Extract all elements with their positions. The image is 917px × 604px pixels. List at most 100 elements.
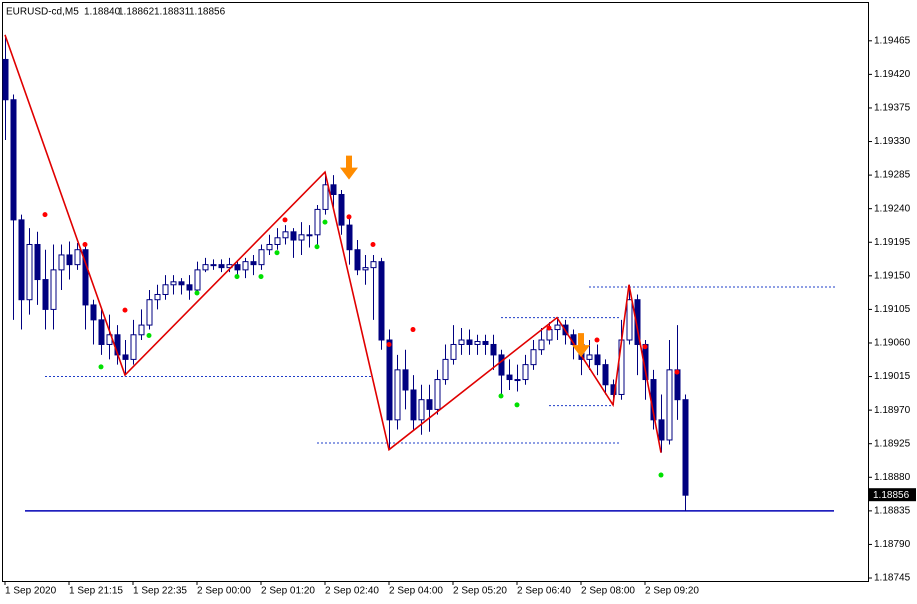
y-tick-label: 1.19240 [874, 203, 911, 214]
candle-body [98, 319, 105, 345]
candle-body [58, 254, 65, 271]
candle-body [586, 354, 593, 360]
candle-body [186, 284, 193, 291]
candle-body [546, 329, 553, 341]
candle-body [346, 224, 353, 251]
candle-body [202, 264, 209, 271]
y-tick-label: 1.19465 [874, 35, 911, 46]
y-tick-label: 1.18880 [874, 472, 911, 483]
buy-dot [146, 333, 152, 339]
sell-dot [594, 337, 600, 343]
candle-body [498, 354, 505, 376]
candle-body [354, 249, 361, 271]
candle-body [394, 369, 401, 421]
y-tick-label: 1.19015 [874, 371, 911, 382]
candle-body [26, 243, 33, 301]
signal-arrow [340, 155, 358, 180]
candle-body [386, 339, 393, 421]
candle-body [594, 354, 601, 366]
candle-body [66, 254, 73, 266]
y-tick-label: 1.19105 [874, 304, 911, 315]
candle-body [402, 369, 409, 391]
sell-dot [82, 241, 88, 247]
candle-body [82, 249, 89, 306]
candle-body [506, 374, 513, 381]
symbol: EURUSD-cd,M5 [6, 7, 79, 18]
candle-body [682, 399, 689, 496]
x-tick-label: 1 Sep 21:15 [69, 586, 123, 597]
candle-body [610, 384, 617, 395]
candle-body [514, 379, 521, 382]
sell-dot [42, 212, 48, 218]
candle-body [378, 261, 385, 341]
y-tick-label: 1.19330 [874, 136, 911, 147]
y-tick-label: 1.18925 [874, 438, 911, 449]
buy-dot [98, 364, 104, 370]
candle-body [322, 184, 329, 210]
candle-body [370, 261, 377, 269]
buy-dot [658, 472, 664, 478]
candle-body [250, 261, 257, 266]
sell-dot [674, 369, 680, 375]
sell-dot [282, 217, 288, 223]
sell-dot [122, 307, 128, 313]
candle-body [194, 269, 201, 291]
candle-body [138, 324, 145, 336]
buy-dot [258, 274, 264, 280]
candle-body [458, 339, 465, 345]
buy-dot [234, 274, 240, 280]
candle-body [258, 249, 265, 266]
sell-dot [370, 241, 376, 247]
y-tick-label: 1.19420 [874, 69, 911, 80]
candle-body [538, 339, 545, 351]
candle-body [234, 264, 241, 271]
x-tick-label: 2 Sep 09:20 [645, 586, 699, 597]
candle-body [210, 264, 217, 267]
x-tick-label: 2 Sep 06:40 [517, 586, 571, 597]
x-tick-label: 2 Sep 04:00 [389, 586, 443, 597]
candle-body [658, 419, 665, 441]
candle-body [418, 399, 425, 421]
candle-body [146, 299, 153, 326]
x-tick-label: 1 Sep 2020 [5, 586, 57, 597]
candle-body [330, 184, 337, 196]
buy-dot [274, 250, 280, 256]
candle-body [274, 237, 281, 245]
y-tick-label: 1.18745 [874, 573, 911, 584]
candle-body [442, 358, 449, 381]
candle-body [266, 243, 273, 251]
x-tick-label: 1 Sep 22:35 [133, 586, 187, 597]
buy-dot [194, 290, 200, 296]
candle-body [90, 304, 97, 321]
candle-body [434, 379, 441, 410]
buy-dot [498, 393, 504, 399]
y-tick-label: 1.18790 [874, 539, 911, 550]
candle-body [410, 389, 417, 421]
y-tick-label: 1.19375 [874, 103, 911, 114]
candle-body [50, 269, 57, 310]
candle-body [2, 58, 9, 101]
y-tick-label: 1.19195 [874, 237, 911, 248]
quote-high: 1.18862 [118, 7, 155, 18]
candle-body [170, 281, 177, 286]
x-tick-label: 2 Sep 08:00 [581, 586, 635, 597]
candle-body [178, 281, 185, 286]
y-tick-label: 1.19060 [874, 338, 911, 349]
x-tick-label: 2 Sep 02:40 [325, 586, 379, 597]
candle-body [450, 343, 457, 360]
candle-body [218, 264, 225, 269]
quote-low: 1.18831 [154, 7, 191, 18]
candle-body [530, 349, 537, 366]
buy-dot [514, 402, 520, 408]
candle-body [602, 364, 609, 386]
candle-body [130, 334, 137, 360]
candle-body [554, 324, 561, 331]
sell-dot [410, 327, 416, 333]
y-tick-label: 1.19285 [874, 170, 911, 181]
candle-body [426, 399, 433, 410]
candle-body [362, 267, 369, 271]
last-price-box [868, 488, 916, 502]
candle-body [242, 261, 249, 271]
